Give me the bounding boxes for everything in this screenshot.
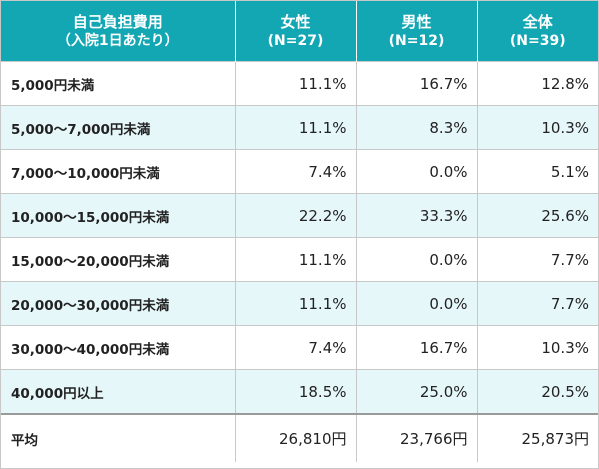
cell-value-total: 20.5% — [477, 369, 598, 414]
cell-value-male: 0.0% — [356, 281, 478, 326]
cell-value-female: 7.4% — [235, 149, 357, 194]
cell-value-male: 16.7% — [356, 325, 478, 370]
table-row: 40,000円以上 18.5% 25.0% 20.5% — [1, 369, 598, 414]
table-body: 5,000円未満 11.1% 16.7% 12.8% 5,000～7,000円未満 11.… — [1, 61, 598, 462]
header-total-n: (N=39) — [509, 33, 566, 49]
table-row: 5,000円未満 11.1% 16.7% 12.8% — [1, 61, 598, 106]
average-value-female: 26,810円 — [235, 413, 357, 462]
average-value-male: 23,766円 — [356, 413, 478, 462]
cell-value-total: 7.7% — [477, 237, 598, 282]
header-category-subtitle: （入院1日あたり） — [56, 33, 179, 49]
header-male-n: (N=12) — [388, 33, 445, 49]
cell-value-male: 16.7% — [356, 61, 478, 106]
cell-value-male: 0.0% — [356, 237, 478, 282]
cell-value-total: 10.3% — [477, 325, 598, 370]
header-female-n: (N=27) — [267, 33, 324, 49]
header-male: 男性 (N=12) — [356, 1, 478, 62]
cell-value-female: 11.1% — [235, 237, 357, 282]
header-female: 女性 (N=27) — [235, 1, 357, 62]
table-row: 20,000～30,000円未満 11.1% 0.0% 7.7% — [1, 281, 598, 326]
row-category-label: 5,000円未満 — [1, 61, 236, 106]
cell-value-female: 11.1% — [235, 61, 357, 106]
row-category-label: 40,000円以上 — [1, 369, 236, 414]
cell-value-total: 5.1% — [477, 149, 598, 194]
table-row: 15,000～20,000円未満 11.1% 0.0% 7.7% — [1, 237, 598, 282]
header-female-label: 女性 — [280, 13, 311, 31]
cell-value-total: 25.6% — [477, 193, 598, 238]
table-row: 30,000～40,000円未満 7.4% 16.7% 10.3% — [1, 325, 598, 370]
average-row: 平均 26,810円 23,766円 25,873円 — [1, 413, 598, 462]
header-category-title: 自己負担費用 — [72, 13, 163, 31]
header-category: 自己負担費用 （入院1日あたり） — [1, 1, 236, 62]
cell-value-male: 0.0% — [356, 149, 478, 194]
table-row: 5,000～7,000円未満 11.1% 8.3% 10.3% — [1, 105, 598, 150]
cell-value-total: 10.3% — [477, 105, 598, 150]
header-row: 自己負担費用 （入院1日あたり） 女性 (N=27) 男性 (N=12) 全体 … — [1, 1, 598, 62]
header-male-label: 男性 — [401, 13, 432, 31]
cost-distribution-table: 自己負担費用 （入院1日あたり） 女性 (N=27) 男性 (N=12) 全体 … — [1, 1, 598, 462]
row-category-label: 10,000～15,000円未満 — [1, 193, 236, 238]
cell-value-female: 11.1% — [235, 281, 357, 326]
row-category-label: 7,000～10,000円未満 — [1, 149, 236, 194]
cell-value-female: 18.5% — [235, 369, 357, 414]
row-category-label: 30,000～40,000円未満 — [1, 325, 236, 370]
table-row: 7,000～10,000円未満 7.4% 0.0% 5.1% — [1, 149, 598, 194]
table-row: 10,000～15,000円未満 22.2% 33.3% 25.6% — [1, 193, 598, 238]
cell-value-total: 12.8% — [477, 61, 598, 106]
cell-value-male: 25.0% — [356, 369, 478, 414]
cell-value-male: 33.3% — [356, 193, 478, 238]
row-category-label: 15,000～20,000円未満 — [1, 237, 236, 282]
average-value-total: 25,873円 — [477, 413, 598, 462]
header-total: 全体 (N=39) — [477, 1, 598, 62]
cell-value-male: 8.3% — [356, 105, 478, 150]
row-category-label: 20,000～30,000円未満 — [1, 281, 236, 326]
average-label: 平均 — [1, 413, 236, 462]
cell-value-total: 7.7% — [477, 281, 598, 326]
cell-value-female: 22.2% — [235, 193, 357, 238]
row-category-label: 5,000～7,000円未満 — [1, 105, 236, 150]
table-header: 自己負担費用 （入院1日あたり） 女性 (N=27) 男性 (N=12) 全体 … — [1, 1, 598, 62]
cell-value-female: 7.4% — [235, 325, 357, 370]
cell-value-female: 11.1% — [235, 105, 357, 150]
header-total-label: 全体 — [522, 13, 553, 31]
